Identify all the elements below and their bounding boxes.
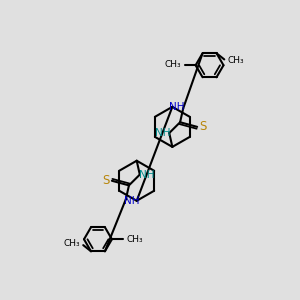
Text: NH: NH xyxy=(139,169,154,180)
Text: CH₃: CH₃ xyxy=(64,239,80,248)
Text: NH: NH xyxy=(169,102,185,112)
Text: S: S xyxy=(102,174,110,187)
Text: CH₃: CH₃ xyxy=(127,235,143,244)
Text: CH₃: CH₃ xyxy=(227,56,244,65)
Text: S: S xyxy=(200,120,207,134)
Text: NH: NH xyxy=(124,196,140,206)
Text: CH₃: CH₃ xyxy=(164,60,181,69)
Text: NH: NH xyxy=(154,128,170,138)
